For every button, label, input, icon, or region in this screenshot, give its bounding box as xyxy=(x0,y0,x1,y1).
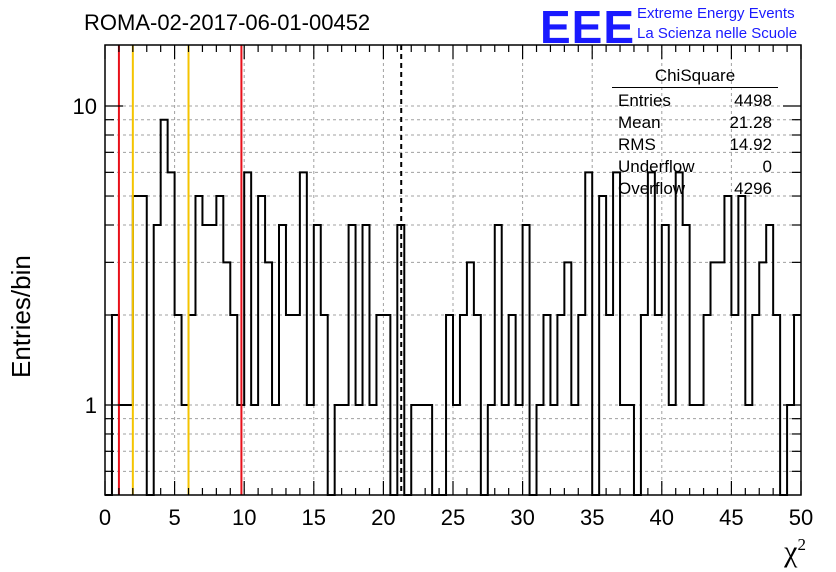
y-axis-label: Entries/bin xyxy=(6,255,36,378)
x-tick-label: 5 xyxy=(168,505,180,530)
stats-label: Entries xyxy=(618,91,671,110)
stats-row: Overflow 4296 xyxy=(612,178,778,200)
y-tick-label: 1 xyxy=(85,393,97,418)
x-tick-label: 45 xyxy=(719,505,743,530)
x-tick-label: 25 xyxy=(441,505,465,530)
histogram-line xyxy=(105,118,801,496)
eee-logo: EEE xyxy=(540,1,636,53)
axis-tick-labels: 0 5 10 15 20 25 30 35 40 45 50 1 10 xyxy=(73,94,814,530)
stats-value: 0 xyxy=(762,157,772,176)
stats-box: ChiSquare Entries 4498 Mean 21.28 RMS 14.92 Un… xyxy=(612,66,778,200)
stats-label: Underflow xyxy=(618,157,695,176)
stats-label: Mean xyxy=(618,113,661,132)
x-tick-label: 15 xyxy=(302,505,326,530)
logo-line-1: Extreme Energy Events xyxy=(637,5,795,22)
y-tick-label: 10 xyxy=(73,94,97,119)
stats-row: RMS 14.92 xyxy=(612,134,778,156)
x-tick-label: 35 xyxy=(580,505,604,530)
x-tick-label: 40 xyxy=(650,505,674,530)
logo-caption: Extreme Energy Events La Scienza nelle S… xyxy=(637,4,797,44)
axis-ticks xyxy=(104,45,802,495)
logo-line-2: La Scienza nelle Scuole xyxy=(637,25,798,42)
stats-row: Entries 4498 xyxy=(612,90,778,112)
stats-label: Overflow xyxy=(618,179,686,198)
stats-label: RMS xyxy=(618,135,656,154)
stats-row: Mean 21.28 xyxy=(612,112,778,134)
chart-title: ROMA-02-2017-06-01-00452 xyxy=(84,10,371,35)
stats-value: 4296 xyxy=(734,179,772,198)
x-tick-label: 10 xyxy=(232,505,256,530)
marker-lines xyxy=(117,45,403,495)
histogram-series xyxy=(105,118,801,496)
stats-value: 4498 xyxy=(734,91,772,110)
stats-row: Underflow 0 xyxy=(612,156,778,178)
x-tick-label: 50 xyxy=(789,505,813,530)
x-tick-label: 0 xyxy=(99,505,111,530)
stats-header: ChiSquare xyxy=(612,66,778,88)
x-tick-label: 20 xyxy=(371,505,395,530)
stats-rows: Entries 4498 Mean 21.28 RMS 14.92 Underflow 0 Ov… xyxy=(612,90,778,200)
stats-value: 14.92 xyxy=(729,135,772,154)
x-tick-label: 30 xyxy=(510,505,534,530)
stats-value: 21.28 xyxy=(729,113,772,132)
x-axis-label: χ2 xyxy=(784,535,806,568)
